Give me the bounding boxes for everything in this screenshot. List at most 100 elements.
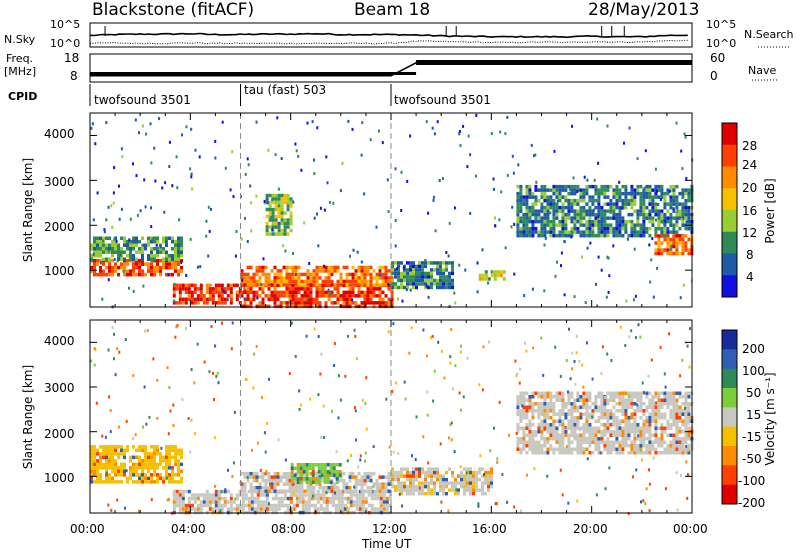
velocity-cell: [558, 437, 562, 441]
power-sparse-cell: [210, 207, 212, 211]
power-cell: [96, 236, 99, 240]
power-sparse-cell: [132, 289, 135, 293]
power-cell: [168, 254, 171, 258]
power-cell: [384, 276, 388, 280]
velocity-cell: [642, 430, 646, 434]
power-cell: [421, 282, 424, 286]
power-cell: [270, 279, 274, 284]
velocity-cell: [238, 507, 242, 511]
power-cell: [579, 233, 583, 238]
power-cell: [318, 304, 322, 309]
power-cell: [648, 212, 652, 217]
velocity-cell: [372, 482, 376, 486]
power-sparse-cell: [500, 190, 503, 194]
velocity-cell: [310, 496, 314, 501]
velocity-cell: [96, 469, 99, 474]
power-cell: [375, 272, 379, 277]
velocity-cell: [576, 409, 580, 413]
velocity-cell: [320, 473, 324, 477]
power-sparse-cell: [339, 189, 342, 193]
power-cell: [288, 301, 292, 305]
power-cell: [445, 278, 448, 283]
power-cell: [273, 297, 277, 302]
power-cell: [93, 236, 96, 240]
power-cell: [633, 230, 637, 234]
power-sparse-cell: [189, 167, 192, 171]
velocity-sparse-cell: [652, 456, 655, 460]
velocity-cell: [537, 426, 541, 430]
velocity-cell: [323, 466, 327, 470]
velocity-cell: [433, 467, 436, 471]
power-cell: [663, 205, 667, 210]
power-sparse-cell: [139, 209, 142, 213]
velocity-cell: [615, 423, 619, 427]
velocity-cell: [282, 482, 286, 486]
power-cell: [612, 191, 616, 196]
power-cell: [436, 278, 439, 283]
power-cell: [175, 283, 179, 288]
power-cell: [564, 188, 568, 192]
power-cell: [418, 261, 421, 265]
power-cell: [630, 233, 634, 238]
velocity-cell: [111, 462, 114, 467]
velocity-sparse-cell: [565, 445, 568, 449]
power-cell: [324, 304, 328, 309]
velocity-cell: [433, 470, 436, 475]
velocity-cell: [358, 507, 362, 511]
velocity-cell: [123, 473, 126, 477]
power-cell: [451, 278, 454, 283]
velocity-cell: [672, 423, 676, 427]
velocity-cell: [165, 469, 168, 474]
velocity-cell: [168, 455, 171, 460]
velocity-cell: [323, 480, 327, 484]
velocity-cell: [561, 412, 565, 416]
power-cell: [180, 243, 183, 247]
power-cell: [120, 262, 123, 266]
power-cell: [558, 198, 562, 203]
velocity-sparse-cell: [610, 359, 613, 362]
power-cell: [177, 272, 180, 277]
velocity-cell: [442, 488, 445, 492]
power-cell: [208, 287, 212, 291]
power-cell: [433, 268, 436, 272]
velocity-cell: [162, 455, 165, 460]
velocity-cell: [147, 459, 150, 463]
power-cell: [573, 188, 577, 192]
power-cell: [687, 237, 691, 242]
power-colorbar-swatch: [722, 210, 737, 233]
velocity-sparse-cell: [317, 393, 320, 397]
velocity-cell: [297, 485, 301, 490]
velocity-cell: [552, 423, 556, 427]
power-cell: [615, 202, 619, 206]
velocity-cell: [624, 398, 628, 402]
velocity-cell: [660, 426, 664, 430]
velocity-cell: [108, 476, 111, 481]
velocity-cell: [663, 426, 667, 430]
power-cell: [288, 290, 292, 295]
velocity-cell: [187, 500, 191, 504]
power-cell: [135, 240, 138, 244]
power-sparse-cell: [112, 191, 115, 195]
velocity-cell: [99, 476, 102, 481]
power-cell: [351, 290, 355, 295]
velocity-cell: [299, 480, 303, 484]
power-sparse-cell: [161, 186, 164, 190]
velocity-cell: [153, 452, 156, 456]
power-cell: [630, 226, 634, 231]
velocity-sparse-cell: [104, 435, 107, 439]
velocity-cell: [469, 481, 472, 485]
velocity-cell: [177, 462, 180, 467]
velocity-sparse-cell: [320, 435, 323, 439]
power-sparse-cell: [490, 132, 493, 136]
velocity-sparse-cell: [354, 409, 357, 413]
power-cell: [478, 273, 482, 278]
velocity-sparse-cell: [418, 486, 421, 490]
power-cell: [621, 216, 625, 220]
velocity-cell: [288, 471, 292, 476]
velocity-sparse-cell: [640, 500, 642, 504]
velocity-sparse-cell: [118, 425, 121, 429]
velocity-cell: [567, 419, 571, 423]
velocity-cell: [99, 466, 102, 470]
velocity-cell: [615, 433, 619, 437]
velocity-cell: [314, 480, 318, 484]
